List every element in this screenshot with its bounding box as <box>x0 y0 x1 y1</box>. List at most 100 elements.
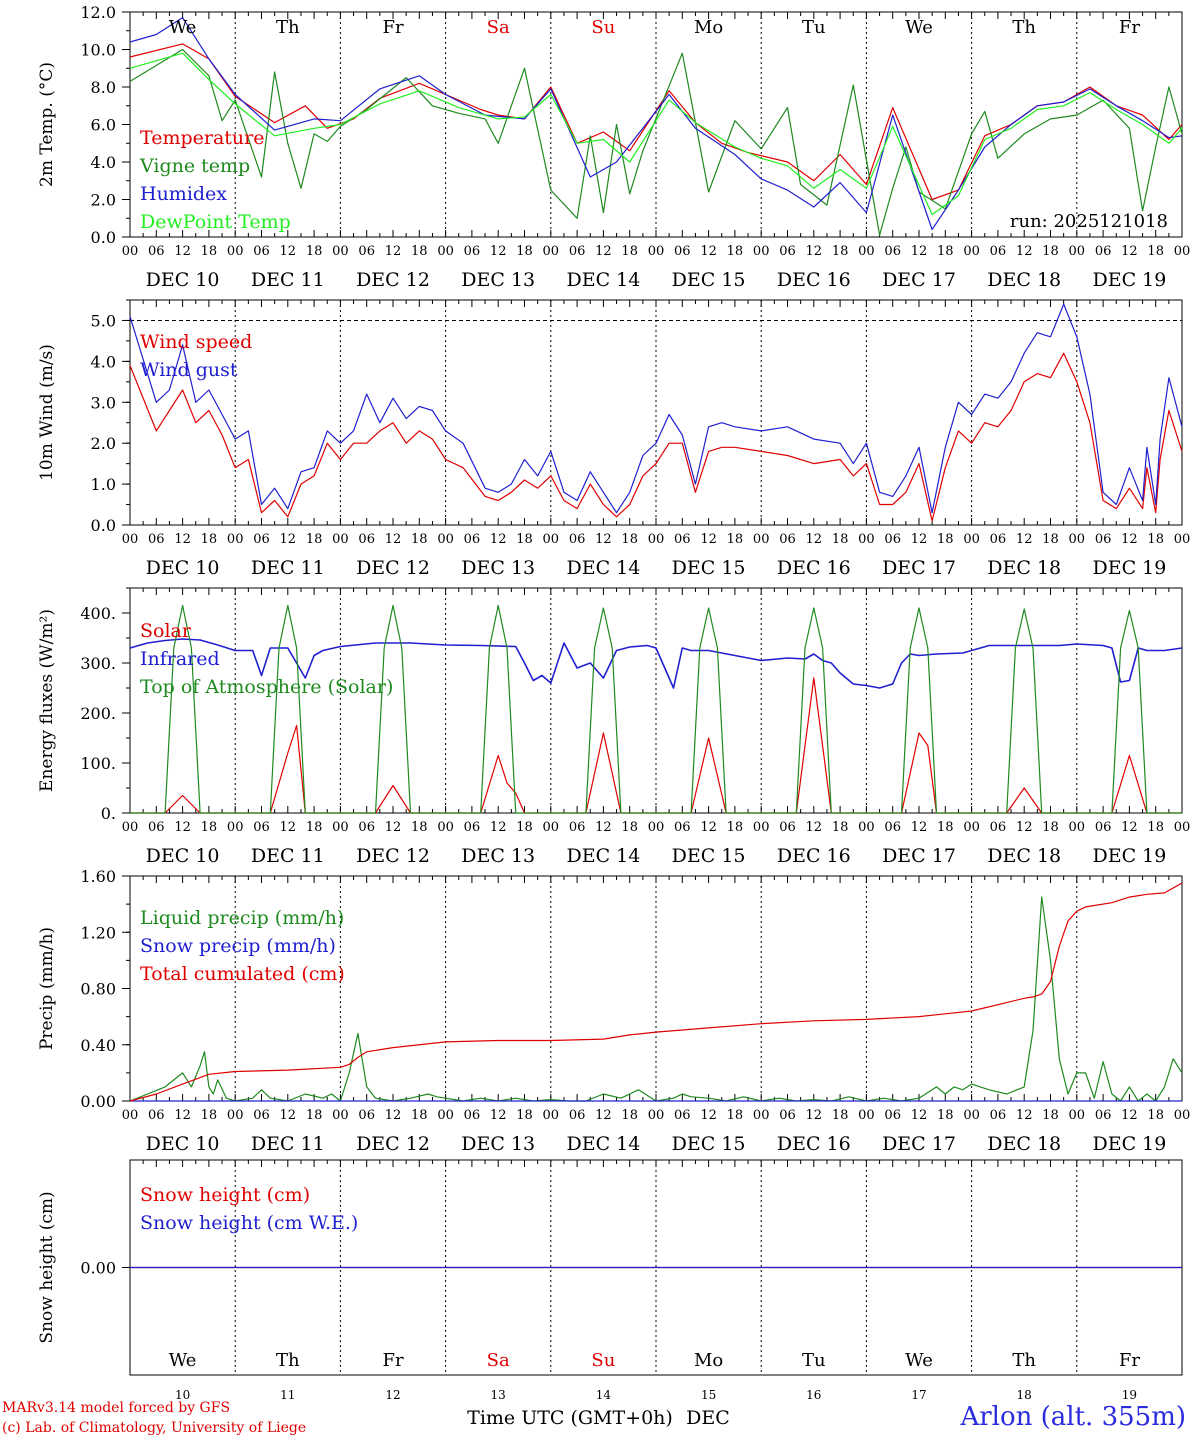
hour-tick-label: 18 <box>1147 532 1164 547</box>
hour-tick-label: 18 <box>411 820 428 835</box>
hour-tick-label: 18 <box>1042 532 1059 547</box>
y-tick-label: 8.0 <box>91 78 116 97</box>
hour-tick-label: 06 <box>1095 1108 1112 1123</box>
date-label: DEC 14 <box>566 1133 640 1155</box>
hour-tick-label: 06 <box>990 1108 1007 1123</box>
date-label: DEC 14 <box>566 845 640 867</box>
weekday-label: We <box>905 17 933 38</box>
y-tick-label: 0.40 <box>80 1036 116 1055</box>
hour-tick-label: 00 <box>963 532 980 547</box>
series-line-total-cumulated-cm <box>129 882 1183 1102</box>
date-label: DEC 11 <box>251 557 325 579</box>
date-label: DEC 12 <box>356 557 430 579</box>
date-label: DEC 10 <box>146 845 220 867</box>
hour-tick-label: 12 <box>1121 244 1138 259</box>
hour-tick-label: 12 <box>174 532 191 547</box>
series-line-infrared <box>129 638 1183 689</box>
weekday-label: Fr <box>382 17 403 38</box>
date-label: DEC 10 <box>146 1133 220 1155</box>
date-label: DEC 17 <box>882 1133 956 1155</box>
hour-tick-label: 18 <box>621 532 638 547</box>
day-number-label: 11 <box>280 1388 295 1402</box>
hour-tick-label: 06 <box>990 244 1007 259</box>
hour-tick-label: 18 <box>1042 244 1059 259</box>
hour-tick-label: 00 <box>648 532 665 547</box>
hour-tick-label: 12 <box>595 820 612 835</box>
hour-tick-label: 00 <box>437 532 454 547</box>
y-tick-label: 400. <box>80 604 116 623</box>
hour-tick-label: 06 <box>253 1108 270 1123</box>
date-label: DEC 17 <box>882 557 956 579</box>
date-label: DEC 18 <box>987 269 1061 291</box>
hour-tick-label: 12 <box>911 820 928 835</box>
day-number-label: 12 <box>385 1388 400 1402</box>
weekday-label: Mo <box>694 1350 723 1371</box>
hour-tick-label: 00 <box>1174 1108 1191 1123</box>
y-tick-label: 10.0 <box>80 41 116 60</box>
hour-tick-label: 12 <box>1016 820 1033 835</box>
hour-tick-label: 06 <box>884 1108 901 1123</box>
date-label: DEC 16 <box>777 845 851 867</box>
weekday-label: Th <box>1012 17 1036 38</box>
date-label: DEC 16 <box>777 557 851 579</box>
hour-tick-label: 12 <box>911 1108 928 1123</box>
hour-tick-label: 06 <box>674 244 691 259</box>
hour-tick-label: 00 <box>227 1108 244 1123</box>
hour-tick-label: 06 <box>779 244 796 259</box>
weekday-label: Tu <box>802 1350 826 1371</box>
legend-entry: Solar <box>140 620 192 642</box>
y-tick-label: 300. <box>80 654 116 673</box>
hour-tick-label: 06 <box>990 532 1007 547</box>
series-line-wind-gust <box>129 303 1183 514</box>
hour-tick-label: 12 <box>174 1108 191 1123</box>
legend-entry: Total cumulated (cm) <box>140 963 345 985</box>
y-tick-label: 6.0 <box>91 116 116 135</box>
hour-tick-label: 18 <box>411 244 428 259</box>
hour-tick-label: 00 <box>122 1108 139 1123</box>
legend-entry: Temperature <box>140 127 264 149</box>
hour-tick-label: 00 <box>753 532 770 547</box>
y-axis-label: Precip (mm/h) <box>37 927 57 1050</box>
hour-tick-label: 18 <box>1042 820 1059 835</box>
hour-tick-label: 12 <box>700 244 717 259</box>
hour-tick-label: 12 <box>806 532 823 547</box>
hour-tick-label: 18 <box>201 244 218 259</box>
date-label: DEC 19 <box>1092 269 1166 291</box>
hour-tick-label: 18 <box>411 532 428 547</box>
hour-tick-label: 18 <box>621 244 638 259</box>
hour-tick-label: 00 <box>543 820 560 835</box>
legend-entry: Wind gust <box>140 359 238 381</box>
hour-tick-label: 06 <box>569 532 586 547</box>
hour-tick-label: 06 <box>1095 532 1112 547</box>
y-tick-label: 2.0 <box>91 434 116 453</box>
series-line-dewpoint-temp <box>129 52 1183 216</box>
hour-tick-label: 12 <box>595 532 612 547</box>
date-label: DEC 11 <box>251 269 325 291</box>
hour-tick-label: 12 <box>174 820 191 835</box>
hour-tick-label: 18 <box>306 532 323 547</box>
hour-tick-label: 12 <box>595 244 612 259</box>
date-label: DEC 10 <box>146 557 220 579</box>
hour-tick-label: 18 <box>832 532 849 547</box>
hour-tick-label: 00 <box>227 244 244 259</box>
y-tick-label: 0.00 <box>80 1259 116 1278</box>
hour-tick-label: 00 <box>1174 532 1191 547</box>
hour-tick-label: 12 <box>700 532 717 547</box>
hour-tick-label: 06 <box>674 1108 691 1123</box>
hour-tick-label: 12 <box>280 532 297 547</box>
date-label: DEC 12 <box>356 269 430 291</box>
y-tick-label: 0.0 <box>91 228 116 247</box>
station-title: Arlon (alt. 355m) <box>960 1402 1186 1432</box>
hour-tick-label: 00 <box>963 244 980 259</box>
hour-tick-label: 18 <box>621 820 638 835</box>
hour-tick-label: 00 <box>437 1108 454 1123</box>
legend-entry: Wind speed <box>140 331 252 353</box>
hour-tick-label: 12 <box>806 244 823 259</box>
hour-tick-label: 12 <box>806 1108 823 1123</box>
hour-tick-label: 12 <box>1121 1108 1138 1123</box>
hour-tick-label: 00 <box>437 244 454 259</box>
date-label: DEC 14 <box>566 269 640 291</box>
hour-tick-label: 12 <box>385 820 402 835</box>
hour-tick-label: 12 <box>174 244 191 259</box>
hour-tick-label: 18 <box>832 820 849 835</box>
